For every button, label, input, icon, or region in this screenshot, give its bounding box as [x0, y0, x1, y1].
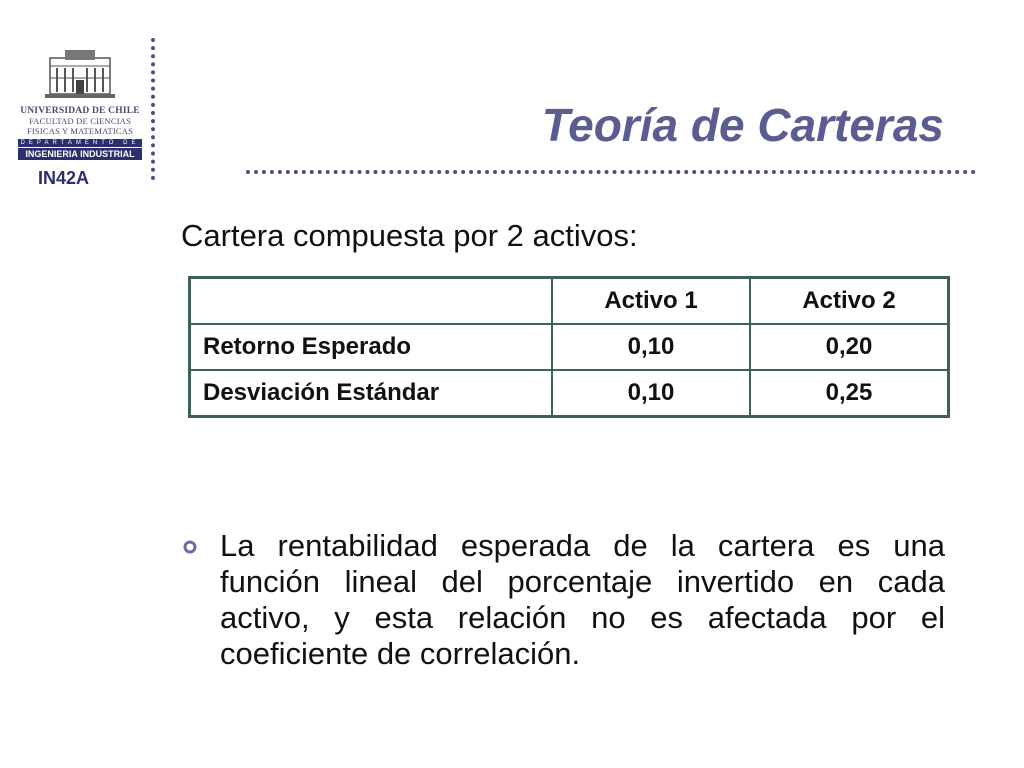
vertical-dotted-divider [151, 38, 155, 180]
table-row: Desviación Estándar 0,10 0,25 [188, 369, 950, 418]
logo-university: UNIVERSIDAD DE CHILE [20, 106, 140, 116]
table-cell: 0,10 [551, 369, 751, 418]
table-cell: 0,20 [749, 323, 950, 371]
logo-department-name: INGENIERIA INDUSTRIAL [18, 148, 142, 160]
university-logo: UNIVERSIDAD DE CHILE FACULTAD DE CIENCIA… [18, 48, 142, 160]
bullet-text: La rentabilidad esperada de la cartera e… [220, 528, 945, 671]
slide-title: Teoría de Carteras [541, 99, 944, 151]
row-label: Desviación Estándar [188, 369, 553, 418]
logo-department: DEPARTAMENTO DE [18, 139, 142, 147]
assets-table: Activo 1 Activo 2 Retorno Esperado 0,10 … [188, 276, 950, 418]
logo-faculty: FACULTAD DE CIENCIAS [28, 116, 132, 126]
course-code: IN42A [38, 168, 90, 188]
table-row: Retorno Esperado 0,10 0,20 [188, 323, 950, 371]
logo-faculty-2: FISICAS Y MATEMATICAS [26, 126, 134, 136]
bullet-point: La rentabilidad esperada de la cartera e… [183, 528, 945, 672]
ring-bullet-icon [183, 540, 197, 554]
table-header-activo-1: Activo 1 [551, 276, 751, 325]
table-header-activo-2: Activo 2 [749, 276, 950, 325]
row-label: Retorno Esperado [188, 323, 553, 371]
table-cell: 0,10 [551, 323, 751, 371]
table-cell: 0,25 [749, 369, 950, 418]
table-header-row: Activo 1 Activo 2 [188, 276, 950, 325]
slide-subtitle: Cartera compuesta por 2 activos: [181, 218, 638, 253]
building-logo-icon [45, 50, 115, 98]
table-header-empty [188, 276, 553, 325]
title-dotted-rule [246, 170, 976, 174]
